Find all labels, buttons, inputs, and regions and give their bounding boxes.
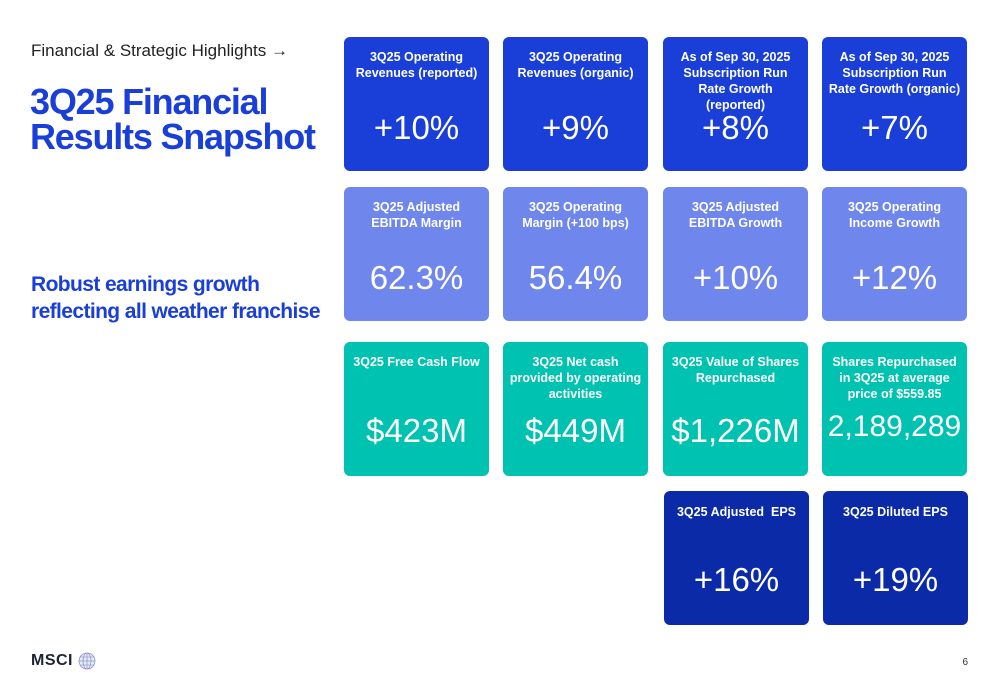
kpi-label: 3Q25 Adjusted EBITDA Growth [688, 200, 783, 230]
kpi-card-operating-income-growth: 3Q25 Operating Income Growth +12% [822, 187, 967, 321]
kpi-card-run-rate-reported: As of Sep 30, 2025 Subscription Run Rate… [663, 37, 808, 171]
kpi-value: 62.3% [369, 259, 464, 296]
kpi-card-net-cash-operating: 3Q25 Net cash provided by operating acti… [503, 342, 648, 476]
kpi-card-operating-margin: 3Q25 Operating Margin (+100 bps) 56.4% [503, 187, 648, 321]
logo-text: MSCI [31, 652, 73, 669]
kpi-label: 3Q25 Operating Margin (+100 bps) [522, 200, 629, 230]
page-number: 6 [962, 657, 968, 668]
kpi-card-free-cash-flow: 3Q25 Free Cash Flow $423M [344, 342, 489, 476]
kpi-label: 3Q25 Net cash provided by operating acti… [509, 355, 642, 401]
kpi-label: 3Q25 Value of Shares Repurchased [671, 355, 800, 385]
page-subtitle: Robust earnings growth reflecting all we… [31, 273, 321, 323]
kpi-label: 3Q25 Free Cash Flow [353, 355, 480, 369]
kpi-label: 3Q25 Adjusted EPS [676, 505, 797, 519]
kpi-label: 3Q25 Adjusted EBITDA Margin [371, 200, 462, 230]
globe-icon [78, 652, 96, 670]
kpi-card-operating-revenues-reported: 3Q25 Operating Revenues (reported) +10% [344, 37, 489, 171]
kpi-label: 3Q25 Operating Revenues (reported) [355, 50, 478, 80]
kpi-card-value-shares-repurchased: 3Q25 Value of Shares Repurchased $1,226M [663, 342, 808, 476]
kpi-value: $423M [366, 412, 467, 449]
kpi-label: Shares Repurchased in 3Q25 at average pr… [832, 355, 957, 401]
kpi-value: +10% [373, 109, 460, 146]
kpi-value: +9% [542, 109, 609, 146]
breadcrumb[interactable]: Financial & Strategic Highlights → [31, 41, 289, 60]
kpi-label: 3Q25 Operating Income Growth [847, 200, 942, 230]
page-title: 3Q25 Financial Results Snapshot [30, 81, 316, 157]
kpi-card-operating-revenues-organic: 3Q25 Operating Revenues (organic) +9% [503, 37, 648, 171]
kpi-label: 3Q25 Operating Revenues (organic) [517, 50, 634, 80]
kpi-value: $1,226M [671, 412, 800, 449]
kpi-value: 2,189,289 [827, 410, 962, 443]
kpi-card-adjusted-eps: 3Q25 Adjusted EPS +16% [664, 491, 809, 625]
kpi-card-adjusted-ebitda-margin: 3Q25 Adjusted EBITDA Margin 62.3% [344, 187, 489, 321]
kpi-card-adjusted-ebitda-growth: 3Q25 Adjusted EBITDA Growth +10% [663, 187, 808, 321]
kpi-value: +8% [702, 109, 769, 146]
kpi-card-shares-repurchased: Shares Repurchased in 3Q25 at average pr… [822, 342, 967, 476]
kpi-label: As of Sep 30, 2025 Subscription Run Rate… [680, 50, 791, 112]
kpi-value: +19% [852, 561, 939, 598]
kpi-value: +10% [692, 259, 779, 296]
kpi-card-run-rate-organic: As of Sep 30, 2025 Subscription Run Rate… [822, 37, 967, 171]
kpi-label: 3Q25 Diluted EPS [843, 505, 948, 519]
kpi-card-diluted-eps: 3Q25 Diluted EPS +19% [823, 491, 968, 625]
kpi-value: +16% [693, 561, 780, 598]
kpi-value: +12% [851, 259, 938, 296]
msci-logo: MSCI [31, 652, 96, 670]
kpi-value: $449M [525, 412, 626, 449]
kpi-value: +7% [861, 109, 928, 146]
kpi-value: 56.4% [528, 259, 623, 296]
kpi-label: As of Sep 30, 2025 Subscription Run Rate… [828, 50, 961, 96]
